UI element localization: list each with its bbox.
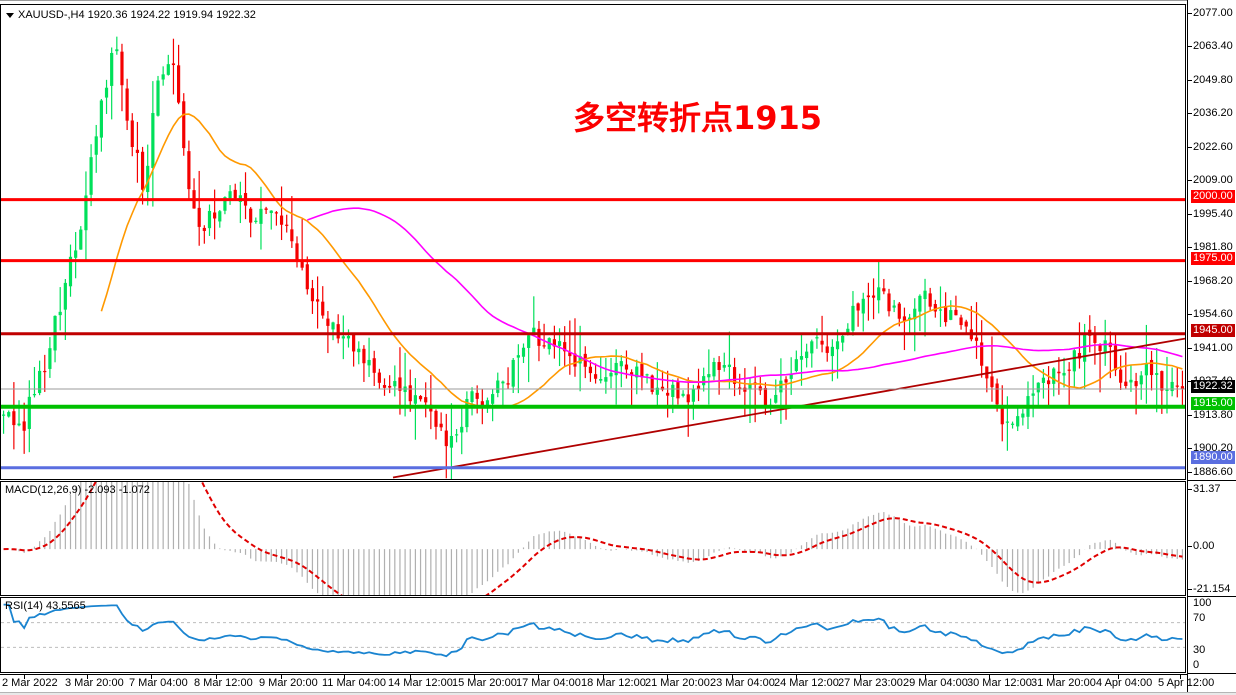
macd-tick: 0.00 (1188, 540, 1236, 553)
collapse-caret-icon[interactable] (6, 13, 14, 18)
time-tick-mark (281, 675, 282, 679)
price-level-badge[interactable]: 1975.00 (1191, 252, 1235, 265)
time-tick-mark (1180, 675, 1181, 679)
price-tick: 1954.60 (1188, 308, 1236, 321)
price-level-badge[interactable]: 1915.00 (1191, 397, 1235, 410)
rsi-tick: 0 (1193, 659, 1200, 671)
price-tick: 1886.60 (1188, 466, 1236, 479)
price-tick: 2009.00 (1188, 174, 1236, 187)
time-axis-label: 31 Mar 20:00 (1031, 677, 1096, 689)
time-axis-label: 2 Mar 2022 (2, 677, 58, 689)
time-tick-mark (925, 675, 926, 679)
price-tick: 2063.40 (1188, 40, 1236, 53)
time-axis-label: 17 Mar 04:00 (516, 677, 581, 689)
rsi-plot-area[interactable] (1, 598, 1185, 672)
time-axis-label: 24 Mar 12:00 (774, 677, 839, 689)
time-axis-label: 5 Apr 12:00 (1158, 677, 1215, 689)
time-tick-mark (151, 675, 152, 679)
time-axis-label: 3 Mar 20:00 (65, 677, 124, 689)
scale-separator (1188, 596, 1236, 597)
price-level-badge[interactable]: 1890.00 (1191, 451, 1235, 464)
scale-separator (1188, 480, 1236, 481)
time-tick-mark (860, 675, 861, 679)
time-axis-label: 15 Mar 20:00 (452, 677, 517, 689)
time-tick-mark (87, 675, 88, 679)
price-tick: 1941.00 (1188, 342, 1236, 355)
time-tick-mark (732, 675, 733, 679)
time-axis-label: 29 Mar 04:00 (903, 677, 968, 689)
macd-plot-svg (3, 482, 1184, 595)
time-axis-label: 14 Mar 12:00 (388, 677, 453, 689)
rsi-tick: 30 (1193, 644, 1206, 656)
rsi-label: RSI(14) 43.5565 (5, 600, 86, 612)
macd-tick: -21.154 (1188, 583, 1236, 596)
price-tick: 1968.20 (1188, 275, 1236, 288)
price-tick: 2049.80 (1188, 74, 1236, 87)
rsi-pane[interactable]: RSI(14) 43.5565 (0, 597, 1186, 673)
time-axis-label: 18 Mar 12:00 (581, 677, 646, 689)
scale-separator (1188, 673, 1236, 674)
price-level-badge[interactable]: 2000.00 (1191, 190, 1235, 203)
time-axis-label: 30 Mar 12:00 (967, 677, 1032, 689)
time-tick-mark (667, 675, 668, 679)
time-tick-mark (1053, 675, 1054, 679)
price-tick: 1981.80 (1188, 241, 1236, 254)
price-plot-area[interactable] (1, 5, 1185, 479)
symbol-ohlc-label: XAUUSD-,H4 1920.36 1924.22 1919.94 1922.… (18, 9, 256, 21)
time-tick-mark (796, 675, 797, 679)
macd-tick: 31.37 (1188, 483, 1236, 496)
price-level-badge[interactable]: 1945.00 (1191, 324, 1235, 337)
time-axis[interactable]: 2 Mar 2022 3 Mar 20:00 7 Mar 04:00 8 Mar 12… (0, 674, 1214, 694)
time-tick-mark (410, 675, 411, 679)
time-axis-label: 9 Mar 20:00 (259, 677, 318, 689)
price-tick: 2036.20 (1188, 107, 1236, 120)
price-level-badge[interactable]: 1922.32 (1191, 380, 1235, 393)
macd-pane[interactable]: MACD(12,26,9) -2.093 -1.072 (0, 481, 1186, 596)
time-tick-mark (344, 675, 345, 679)
time-axis-label: 11 Mar 04:00 (322, 677, 387, 689)
time-axis-label: 27 Mar 23:00 (838, 677, 903, 689)
rsi-tick: 70 (1193, 612, 1206, 624)
time-axis-label: 21 Mar 20:00 (645, 677, 710, 689)
price-tick: 1995.40 (1188, 208, 1236, 221)
price-plot-svg (1, 36, 1185, 479)
time-tick-mark (24, 675, 25, 679)
time-tick-mark (1118, 675, 1119, 679)
price-scale[interactable]: 2077.00 2063.40 2049.80 2036.20 2022.60 2009.… (1187, 0, 1236, 694)
time-tick-mark (216, 675, 217, 679)
time-tick-mark (989, 675, 990, 679)
macd-plot-area[interactable] (1, 482, 1185, 595)
time-tick-mark (474, 675, 475, 679)
time-tick-mark (603, 675, 604, 679)
time-axis-label: 7 Mar 04:00 (129, 677, 188, 689)
chart-annotation-text: 多空转折点1915 (573, 99, 823, 137)
rsi-plot-svg (1, 603, 1185, 658)
price-tick: 2022.60 (1188, 141, 1236, 154)
price-tick: 1913.80 (1188, 409, 1236, 422)
rsi-tick: 100 (1193, 597, 1212, 609)
time-axis-label: 23 Mar 04:00 (710, 677, 775, 689)
price-tick: 2077.00 (1188, 7, 1236, 20)
price-chart-pane[interactable]: XAUUSD-,H4 1920.36 1924.22 1919.94 1922.… (0, 4, 1186, 480)
time-axis-label: 4 Apr 04:00 (1096, 677, 1153, 689)
macd-label: MACD(12,26,9) -2.093 -1.072 (5, 484, 150, 496)
time-tick-mark (538, 675, 539, 679)
time-axis-label: 8 Mar 12:00 (194, 677, 253, 689)
